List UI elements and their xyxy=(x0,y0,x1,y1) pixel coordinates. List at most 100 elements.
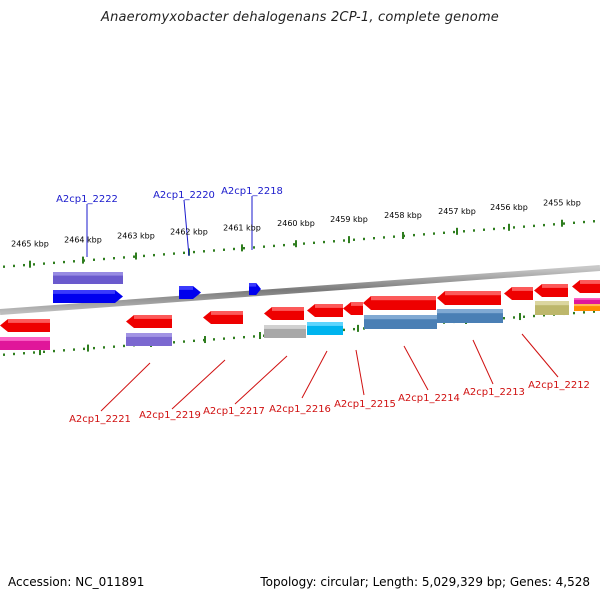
tick-dot xyxy=(83,347,85,351)
tick-dot xyxy=(223,248,225,251)
tick-dot xyxy=(503,317,505,320)
tick-dot xyxy=(513,316,515,319)
tick-dot xyxy=(23,352,25,355)
gene-arrow xyxy=(307,304,343,317)
tick-dot xyxy=(193,339,195,343)
gene-arrow xyxy=(343,302,363,315)
tick-dot xyxy=(443,231,445,235)
tick-dot xyxy=(53,349,55,353)
gene-arrow xyxy=(534,284,568,297)
gene-label: A2cp1_2216 xyxy=(269,404,331,415)
major-tick xyxy=(519,313,521,321)
major-tick xyxy=(204,336,206,344)
tick-dot xyxy=(93,346,95,350)
tick-dot xyxy=(353,327,355,331)
major-tick xyxy=(402,231,404,239)
tick-dot xyxy=(143,254,145,258)
major-tick xyxy=(39,348,41,356)
tick-dot xyxy=(583,311,585,314)
gene-arrow xyxy=(179,286,201,299)
tick-dot xyxy=(423,233,425,236)
major-tick xyxy=(357,324,359,332)
tick-dot xyxy=(123,256,125,259)
kbp-label: 2464 kbp xyxy=(64,236,102,245)
major-tick xyxy=(561,219,563,227)
leader-line xyxy=(472,339,494,385)
tick-dot xyxy=(103,346,105,349)
tick-dot xyxy=(13,264,15,268)
tick-dot xyxy=(473,229,475,232)
tick-dot xyxy=(263,245,265,248)
gene-block xyxy=(307,322,343,335)
tick-dot xyxy=(133,255,135,258)
gene-block xyxy=(53,272,123,284)
gene-block xyxy=(126,333,172,346)
tick-dot xyxy=(213,338,215,341)
tick-dot xyxy=(333,240,335,243)
tick-dot xyxy=(53,261,55,265)
major-tick xyxy=(135,252,137,260)
gene-label: A2cp1_2213 xyxy=(463,387,525,398)
kbp-label: 2460 kbp xyxy=(277,219,315,228)
leader-line xyxy=(521,333,559,378)
gene-arrow xyxy=(126,315,172,328)
gene-label: A2cp1_2212 xyxy=(528,380,590,391)
tick-dot xyxy=(253,335,255,338)
tick-dot xyxy=(3,353,5,356)
gene-block xyxy=(535,301,569,315)
gene-arrow xyxy=(437,291,501,305)
gene-label: A2cp1_2221 xyxy=(69,414,131,425)
tick-dot xyxy=(273,244,275,248)
major-tick xyxy=(348,236,350,244)
gene-block xyxy=(364,315,437,329)
gene-label: A2cp1_2214 xyxy=(398,393,460,404)
kbp-label: 2461 kbp xyxy=(223,223,261,232)
tick-dot xyxy=(523,315,525,318)
tick-dot xyxy=(73,348,75,351)
tick-dot xyxy=(73,260,75,263)
tick-dot xyxy=(243,247,245,250)
tick-dot xyxy=(153,253,155,257)
tick-dot xyxy=(493,227,495,231)
tick-dot xyxy=(563,222,565,225)
leader-line xyxy=(403,345,429,391)
tick-dot xyxy=(283,243,285,247)
tick-dot xyxy=(13,352,15,356)
tick-dot xyxy=(63,349,65,352)
tick-dot xyxy=(453,230,455,234)
tick-dot xyxy=(343,328,345,332)
leader-line xyxy=(100,362,151,412)
gene-arrow xyxy=(264,307,304,320)
tick-dot xyxy=(93,258,95,261)
tick-dot xyxy=(393,235,395,238)
tick-dot xyxy=(533,314,535,318)
major-tick xyxy=(508,223,510,231)
gene-label: A2cp1_2217 xyxy=(203,406,265,417)
tick-dot xyxy=(33,263,35,266)
tick-dot xyxy=(253,246,255,249)
tick-dot xyxy=(63,260,65,264)
major-tick xyxy=(295,240,297,248)
tick-dot xyxy=(313,241,315,245)
gene-block xyxy=(264,325,306,338)
tick-dot xyxy=(203,250,205,253)
gene-arrow xyxy=(53,290,123,303)
gene-arrow xyxy=(249,283,261,295)
tick-dot xyxy=(523,225,525,228)
leader-line xyxy=(234,355,288,405)
gene-label: A2cp1_2220 xyxy=(153,190,215,201)
major-tick xyxy=(82,256,84,264)
tick-dot xyxy=(303,242,305,245)
tick-dot xyxy=(373,237,375,240)
tick-dot xyxy=(583,220,585,224)
gene-block xyxy=(437,309,503,323)
tick-dot xyxy=(533,224,535,228)
tick-dot xyxy=(183,340,185,343)
kbp-label: 2457 kbp xyxy=(438,207,476,216)
tick-dot xyxy=(433,232,435,235)
tick-dot xyxy=(483,228,485,231)
major-tick xyxy=(259,332,261,340)
kbp-label: 2463 kbp xyxy=(117,232,155,241)
tick-dot xyxy=(243,335,245,339)
gene-label: A2cp1_2222 xyxy=(56,194,118,205)
